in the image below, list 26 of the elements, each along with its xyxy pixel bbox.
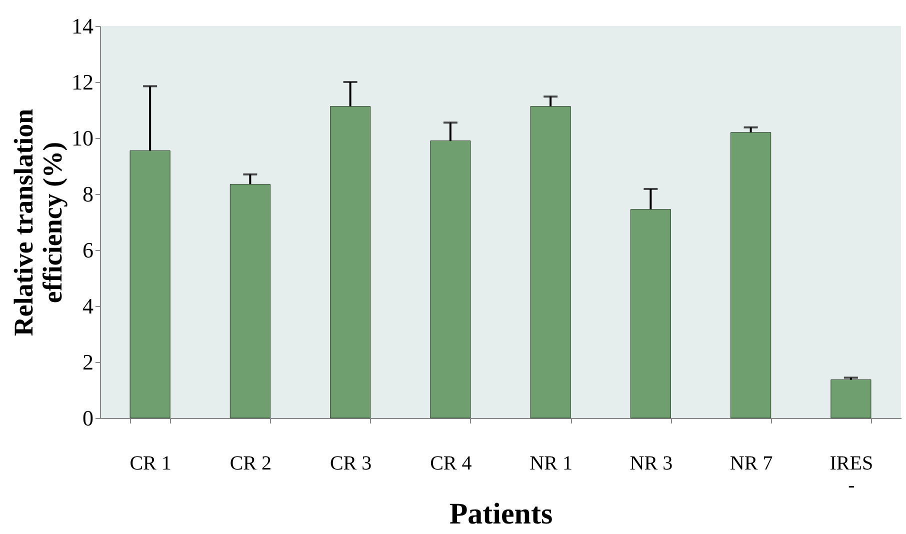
x-tick-label: CR 3 (330, 452, 372, 474)
y-tick-label: 8 (82, 182, 94, 206)
x-tick-label: IRES - (830, 452, 874, 496)
x-tick-label: NR 7 (730, 452, 773, 474)
y-tick-label: 14 (72, 14, 94, 38)
y-tick-label: 10 (72, 126, 94, 150)
y-tick-label: 0 (82, 406, 94, 430)
bar (830, 379, 872, 418)
y-tick-label: 12 (72, 70, 94, 94)
y-tick-label: 4 (82, 294, 94, 318)
bar (630, 209, 671, 418)
y-axis-title: Relative translation efficiency (%) (8, 108, 68, 336)
y-tick-label: 2 (82, 350, 94, 374)
bar (130, 150, 170, 418)
bar (430, 140, 471, 418)
x-tick-label: CR 1 (130, 452, 172, 474)
bar (530, 106, 571, 418)
bar (230, 184, 270, 418)
x-tick-label: CR 4 (430, 452, 472, 474)
bar (330, 106, 371, 418)
x-axis-title: Patients (449, 498, 553, 530)
y-tick-label: 6 (82, 238, 94, 262)
x-tick-label: NR 1 (530, 452, 572, 474)
x-tick-label: NR 3 (630, 452, 673, 474)
bar (730, 132, 772, 418)
x-tick-label: CR 2 (230, 452, 272, 474)
